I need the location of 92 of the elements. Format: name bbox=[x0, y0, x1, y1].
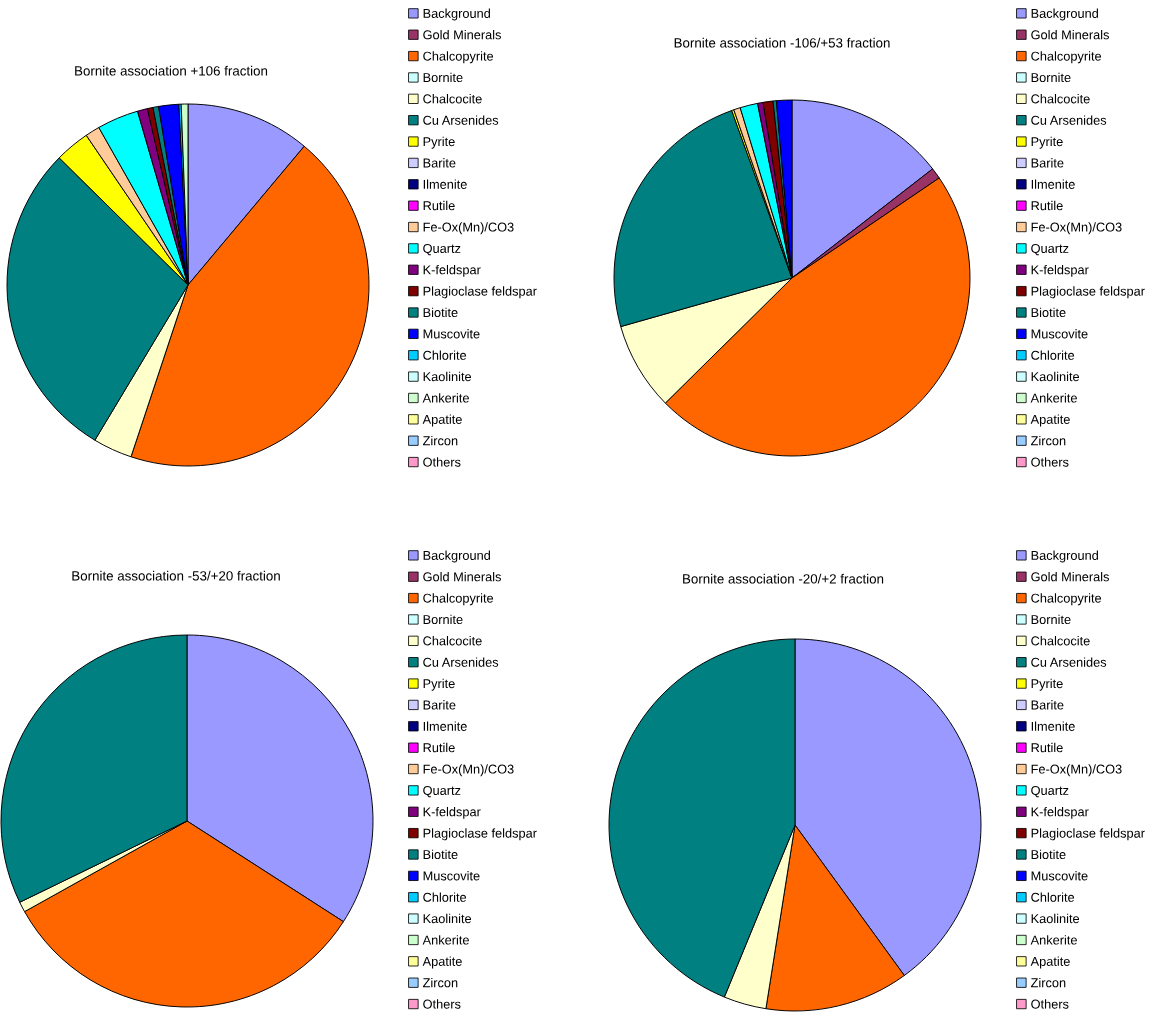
legend-label: Barite bbox=[1031, 700, 1064, 710]
legend-label: Ankerite bbox=[422, 393, 469, 403]
legend-label: Pyrite bbox=[1031, 136, 1063, 149]
legend-label: Biotite bbox=[423, 307, 458, 318]
legend-label: Gold Minerals bbox=[423, 571, 501, 582]
legend-label: Ankerite bbox=[422, 935, 469, 945]
legend-label: Quartz bbox=[423, 243, 461, 256]
legend-label: Chalcocite bbox=[1031, 636, 1090, 646]
legend-label: Cu Arsenides bbox=[1031, 115, 1107, 125]
legend-label: Zircon bbox=[423, 435, 458, 446]
legend-label: Kaolinite bbox=[1031, 371, 1080, 382]
legend-label: Muscovite bbox=[1031, 871, 1088, 881]
text: Bornite association +106 fraction bbox=[75, 65, 268, 76]
legend-label: Cu Arsenides bbox=[423, 115, 499, 125]
legend-label: Plagioclase feldspar bbox=[423, 286, 537, 299]
legend-label: Muscovite bbox=[423, 329, 480, 339]
legend-label: Muscovite bbox=[423, 871, 480, 881]
legend-label: Biotite bbox=[1031, 849, 1066, 860]
legend-label: Cu Arsenides bbox=[423, 657, 499, 667]
legend-label: Background bbox=[423, 550, 490, 563]
legend-label: Ilmenite bbox=[1031, 721, 1075, 731]
legend-label: Gold Minerals bbox=[423, 29, 501, 40]
legend-label: Quartz bbox=[423, 785, 461, 798]
legend-label: Bornite bbox=[423, 614, 463, 625]
legend-label: Gold Minerals bbox=[1031, 29, 1109, 40]
legend-label: Gold Minerals bbox=[1031, 571, 1109, 582]
legend-label: Background bbox=[423, 8, 490, 21]
legend-label: Bornite bbox=[1031, 614, 1071, 625]
legend-label: Barite bbox=[423, 700, 456, 710]
legend-label: Zircon bbox=[423, 977, 458, 988]
legend-label: Biotite bbox=[423, 849, 458, 860]
legend-label: Ilmenite bbox=[423, 721, 467, 731]
legend-label: Ilmenite bbox=[1031, 179, 1075, 189]
legend-label: K-feldspar bbox=[423, 806, 481, 819]
legend-label: Plagioclase feldspar bbox=[1031, 286, 1145, 299]
legend-label: Chalcocite bbox=[423, 94, 482, 104]
legend-label: Biotite bbox=[1031, 307, 1066, 318]
legend-label: Kaolinite bbox=[1031, 913, 1080, 924]
legend-label: Chlorite bbox=[423, 350, 467, 360]
legend-label: Ankerite bbox=[1030, 393, 1077, 403]
legend-label: Quartz bbox=[1031, 243, 1069, 256]
legend-label: Apatite bbox=[1030, 956, 1070, 969]
legend-label: K-feldspar bbox=[423, 264, 481, 277]
legend-label: Fe-Ox(Mn)/CO3 bbox=[1031, 222, 1122, 235]
legend-label: Rutile bbox=[1031, 200, 1063, 211]
legend-label: Background bbox=[1031, 8, 1098, 21]
legend-label: Others bbox=[423, 999, 461, 1009]
legend-label: Barite bbox=[1031, 158, 1064, 168]
text: Bornite association -20/+2 fraction bbox=[683, 573, 884, 584]
legend-label: Pyrite bbox=[423, 136, 455, 149]
legend-label: Bornite bbox=[423, 72, 463, 83]
legend-label: Chlorite bbox=[423, 892, 467, 902]
legend-label: K-feldspar bbox=[1031, 264, 1089, 277]
legend-label: Zircon bbox=[1031, 977, 1066, 988]
legend-label: Chalcocite bbox=[1031, 94, 1090, 104]
legend-label: Others bbox=[1031, 999, 1069, 1009]
text: Bornite association -53/+20 fraction bbox=[72, 570, 280, 581]
legend-label: Bornite bbox=[1031, 72, 1071, 83]
legend-label: Muscovite bbox=[1031, 329, 1088, 339]
legend-label: Others bbox=[1031, 457, 1069, 467]
legend-label: Rutile bbox=[423, 200, 455, 211]
legend-label: Apatite bbox=[422, 414, 462, 427]
legend-label: Barite bbox=[423, 158, 456, 168]
legend-label: Others bbox=[423, 457, 461, 467]
legend-label: Plagioclase feldspar bbox=[1031, 828, 1145, 841]
legend-label: Rutile bbox=[423, 742, 455, 753]
legend-label: Ankerite bbox=[1030, 935, 1077, 945]
legend-label: Fe-Ox(Mn)/CO3 bbox=[423, 764, 514, 777]
legend-label: Zircon bbox=[1031, 435, 1066, 446]
legend-label: Fe-Ox(Mn)/CO3 bbox=[1031, 764, 1122, 777]
legend-label: Apatite bbox=[1030, 414, 1070, 427]
legend-label: Chalcopyrite bbox=[423, 51, 494, 64]
legend-label: Fe-Ox(Mn)/CO3 bbox=[423, 222, 514, 235]
legend-label: Background bbox=[1031, 550, 1098, 563]
legend-label: Chlorite bbox=[1031, 892, 1075, 902]
legend-label: Chalcopyrite bbox=[1031, 593, 1102, 606]
legend-label: Cu Arsenides bbox=[1031, 657, 1107, 667]
legend-label: Kaolinite bbox=[423, 371, 472, 382]
legend-label: Quartz bbox=[1031, 785, 1069, 798]
legend-label: Rutile bbox=[1031, 742, 1063, 753]
legend-label: Chalcopyrite bbox=[423, 593, 494, 606]
legend-label: Chalcocite bbox=[423, 636, 482, 646]
legend-label: K-feldspar bbox=[1031, 806, 1089, 819]
legend-label: Chlorite bbox=[1031, 350, 1075, 360]
legend-label: Apatite bbox=[422, 956, 462, 969]
legend-label: Kaolinite bbox=[423, 913, 472, 924]
legend-label: Pyrite bbox=[423, 678, 455, 691]
legend-label: Plagioclase feldspar bbox=[423, 828, 537, 841]
text: Bornite association -106/+53 fraction bbox=[674, 37, 890, 48]
legend-label: Chalcopyrite bbox=[1031, 51, 1102, 64]
legend-label: Ilmenite bbox=[423, 179, 467, 189]
legend-label: Pyrite bbox=[1031, 678, 1063, 691]
